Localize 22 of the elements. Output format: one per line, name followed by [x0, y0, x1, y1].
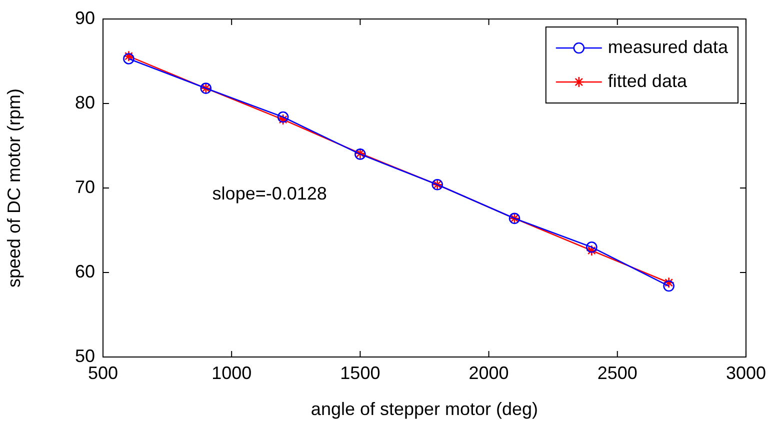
y-tick-label: 70: [74, 176, 95, 197]
x-tick-label: 3000: [726, 362, 766, 383]
y-tick-label: 80: [74, 92, 95, 112]
y-tick-label: 60: [74, 261, 95, 282]
legend-label: measured data: [608, 36, 729, 57]
point: [663, 276, 674, 288]
point: [123, 50, 134, 62]
annotation: slope=-0.0128: [212, 184, 327, 204]
x-axis-title: angle of stepper motor (deg): [310, 399, 538, 420]
point: [663, 280, 674, 292]
x-tick-label: 1000: [212, 362, 252, 383]
point: [586, 244, 598, 256]
x-tick-label: 2500: [597, 362, 638, 383]
point: [123, 53, 134, 64]
x-tick-label: 1500: [340, 362, 380, 383]
legend-label: fitted data: [608, 70, 688, 91]
point: [277, 114, 289, 126]
point: [586, 242, 598, 253]
x-tick-label: 2000: [468, 362, 509, 383]
y-axis-title: speed of DC motor (rpm): [4, 88, 24, 288]
y-tick-label: 90: [74, 8, 95, 28]
point: [277, 111, 289, 123]
